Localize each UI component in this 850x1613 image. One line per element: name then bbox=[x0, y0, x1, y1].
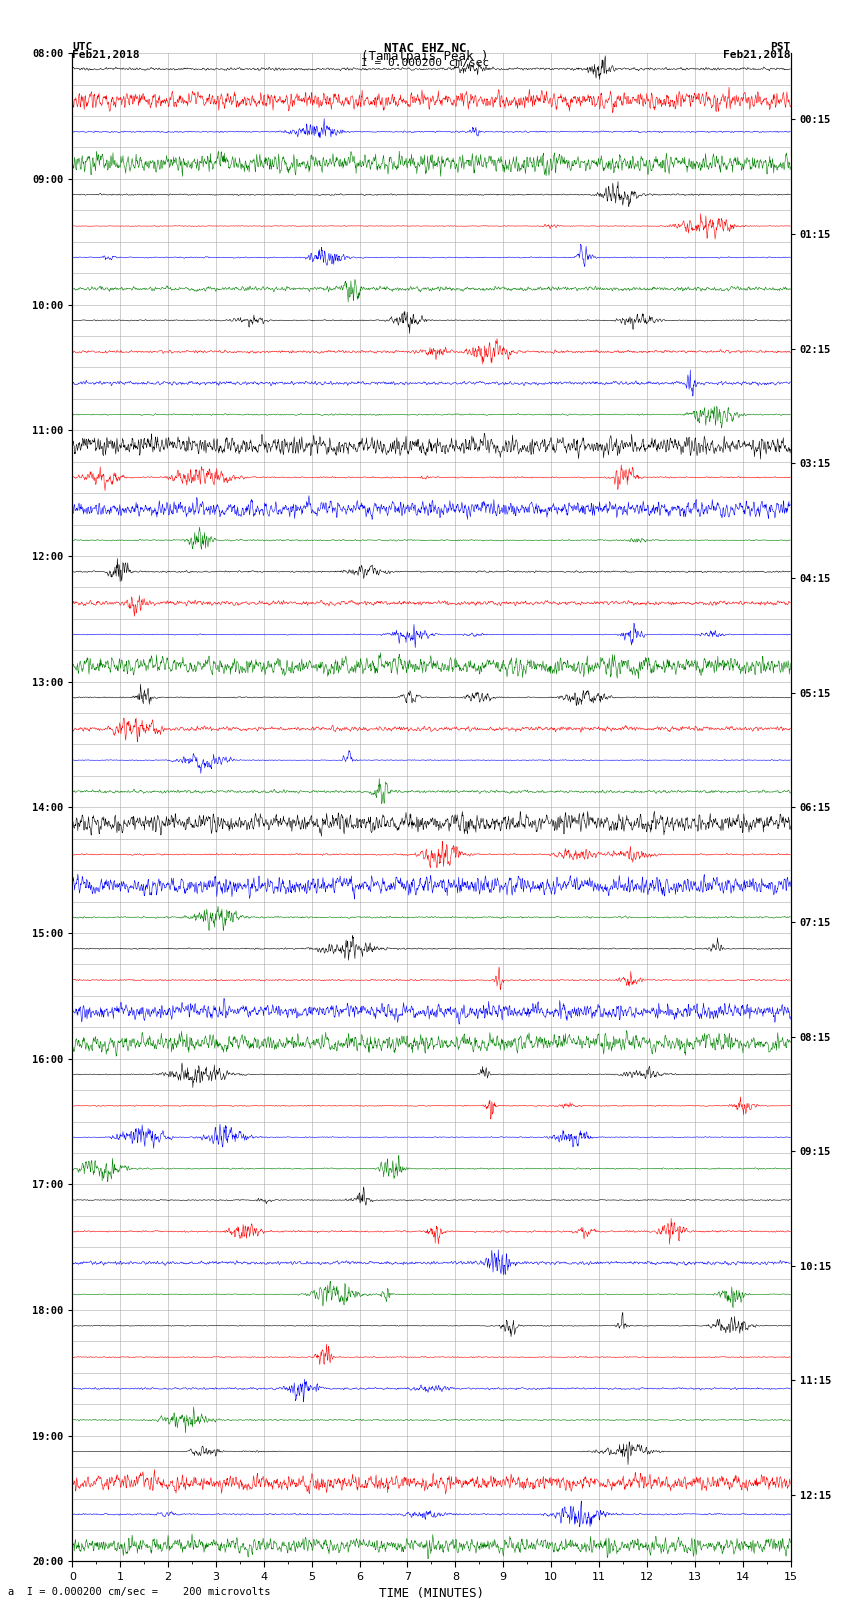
Text: PST: PST bbox=[770, 42, 790, 52]
Text: NTAC EHZ NC: NTAC EHZ NC bbox=[383, 42, 467, 55]
X-axis label: TIME (MINUTES): TIME (MINUTES) bbox=[379, 1587, 484, 1600]
Text: Feb21,2018: Feb21,2018 bbox=[72, 50, 139, 60]
Text: (Tamalpais Peak ): (Tamalpais Peak ) bbox=[361, 50, 489, 63]
Text: a  I = 0.000200 cm/sec =    200 microvolts: a I = 0.000200 cm/sec = 200 microvolts bbox=[8, 1587, 271, 1597]
Text: Feb21,2018: Feb21,2018 bbox=[723, 50, 791, 60]
Text: UTC: UTC bbox=[72, 42, 93, 52]
Text: I = 0.000200 cm/sec: I = 0.000200 cm/sec bbox=[361, 58, 489, 68]
